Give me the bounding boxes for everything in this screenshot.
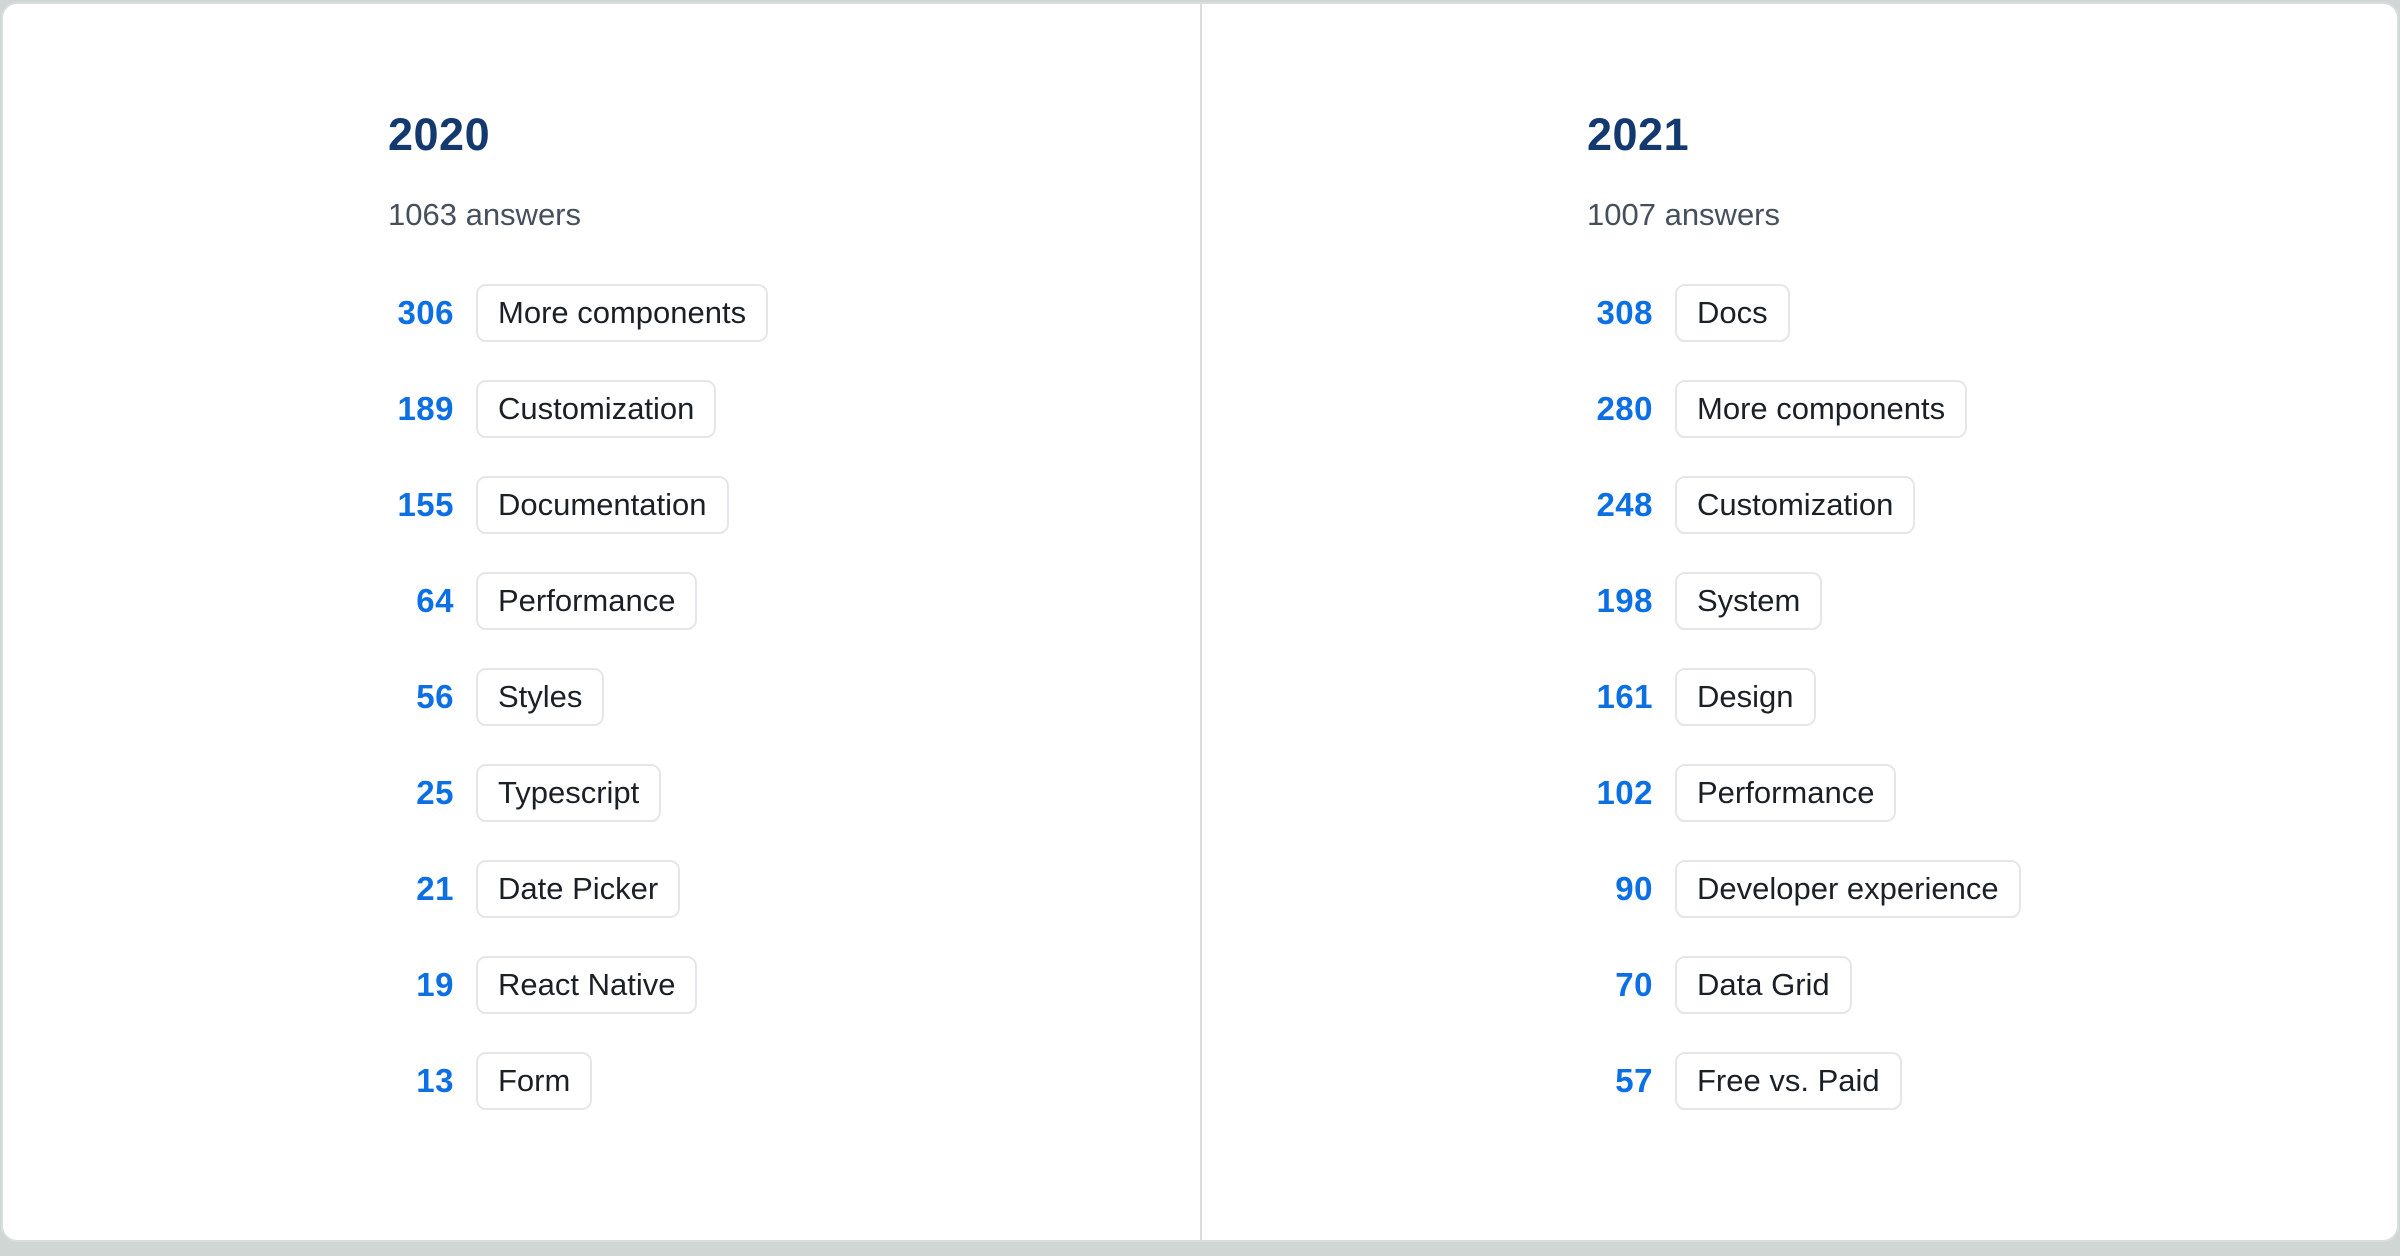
- answer-count: 155: [397, 486, 454, 524]
- answer-row: 155 Documentation: [388, 476, 1160, 535]
- answer-chip: Customization: [476, 380, 717, 439]
- answer-chip: Form: [476, 1052, 593, 1111]
- answer-count: 21: [416, 870, 454, 908]
- answer-row: 161 Design: [1587, 668, 2357, 727]
- year-heading: 2020: [388, 109, 491, 160]
- answer-count: 64: [416, 582, 454, 620]
- answer-count: 248: [1596, 486, 1653, 524]
- answer-chip: Documentation: [476, 476, 729, 535]
- answer-count: 57: [1615, 1062, 1653, 1100]
- answer-rows: 306 More components 189 Customization 15…: [388, 284, 1160, 1111]
- answers-count: 1063 answers: [388, 196, 582, 232]
- answer-count: 19: [416, 966, 454, 1004]
- answer-row: 198 System: [1587, 572, 2357, 631]
- column-2021: 2021 1007 answers 308 Docs 280 More comp…: [1200, 4, 2397, 1240]
- answer-chip: Performance: [476, 572, 698, 631]
- answer-count: 161: [1596, 678, 1653, 716]
- answer-count: 189: [397, 390, 454, 428]
- answer-row: 306 More components: [388, 284, 1160, 343]
- answer-chip: More components: [1675, 380, 1968, 439]
- answer-chip: Typescript: [476, 764, 662, 823]
- answer-row: 90 Developer experience: [1587, 860, 2357, 919]
- answer-count: 280: [1596, 390, 1653, 428]
- answer-chip: Styles: [476, 668, 605, 727]
- answer-count: 56: [416, 678, 454, 716]
- answer-rows: 308 Docs 280 More components 248 Customi…: [1587, 284, 2357, 1111]
- answer-row: 21 Date Picker: [388, 860, 1160, 919]
- answer-chip: Design: [1675, 668, 1816, 727]
- answer-row: 280 More components: [1587, 380, 2357, 439]
- answer-count: 13: [416, 1062, 454, 1100]
- answer-count: 90: [1615, 870, 1653, 908]
- answer-count: 306: [397, 294, 454, 332]
- answer-row: 57 Free vs. Paid: [1587, 1052, 2357, 1111]
- answer-count: 70: [1615, 966, 1653, 1004]
- answer-row: 102 Performance: [1587, 764, 2357, 823]
- answer-chip: React Native: [476, 956, 698, 1015]
- column-2020: 2020 1063 answers 306 More components 18…: [3, 4, 1200, 1240]
- answer-chip: Developer experience: [1675, 860, 2021, 919]
- answer-chip: More components: [476, 284, 769, 343]
- answer-row: 70 Data Grid: [1587, 956, 2357, 1015]
- answer-row: 64 Performance: [388, 572, 1160, 631]
- answer-chip: Date Picker: [476, 860, 681, 919]
- answer-row: 25 Typescript: [388, 764, 1160, 823]
- answer-chip: Performance: [1675, 764, 1897, 823]
- answer-count: 198: [1596, 582, 1653, 620]
- answers-count: 1007 answers: [1587, 196, 1781, 232]
- answer-row: 56 Styles: [388, 668, 1160, 727]
- answer-chip: Data Grid: [1675, 956, 1852, 1015]
- answer-row: 19 React Native: [388, 956, 1160, 1015]
- answer-row: 189 Customization: [388, 380, 1160, 439]
- answer-row: 248 Customization: [1587, 476, 2357, 535]
- year-heading: 2021: [1587, 109, 1690, 160]
- answer-chip: Customization: [1675, 476, 1916, 535]
- answer-count: 25: [416, 774, 454, 812]
- answer-chip: Docs: [1675, 284, 1790, 343]
- answer-row: 308 Docs: [1587, 284, 2357, 343]
- answer-chip: System: [1675, 572, 1823, 631]
- answer-row: 13 Form: [388, 1052, 1160, 1111]
- answer-chip: Free vs. Paid: [1675, 1052, 1902, 1111]
- answer-count: 308: [1596, 294, 1653, 332]
- answer-count: 102: [1596, 774, 1653, 812]
